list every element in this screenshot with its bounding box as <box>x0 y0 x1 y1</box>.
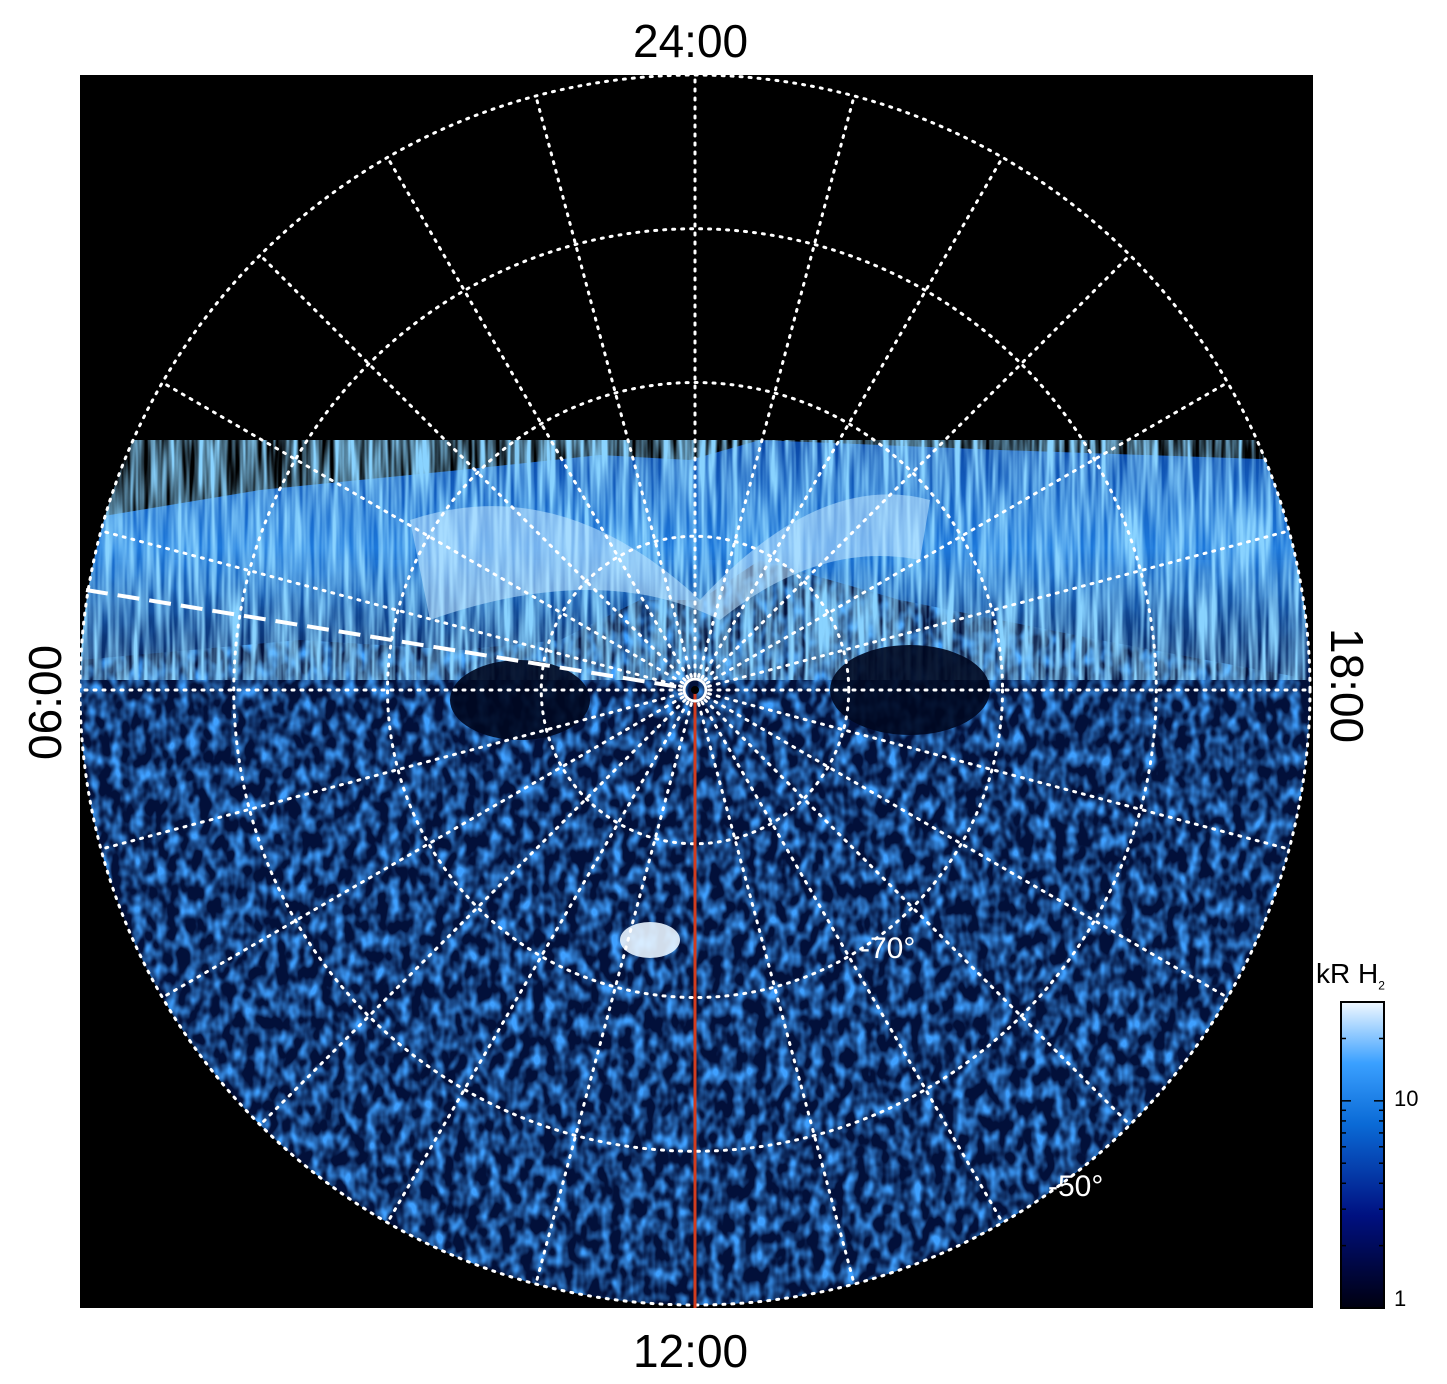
meridian-21 <box>258 253 687 682</box>
meridian-11 <box>697 702 856 1286</box>
latitude-label-70: -70° <box>860 932 915 965</box>
colorbar-ticks <box>1341 1001 1384 1309</box>
meridian-20 <box>160 381 685 685</box>
colorbar-title-text: kR H <box>1316 958 1379 989</box>
latitude-ring-2 <box>232 227 1158 1153</box>
latitude-ring-1 <box>386 381 1004 999</box>
meridian-1 <box>697 94 856 678</box>
pole-marker <box>682 677 708 703</box>
latitude-label-50: -50° <box>1048 1170 1103 1203</box>
meridian-10 <box>700 700 1004 1225</box>
polar-grid <box>80 75 1312 1307</box>
meridian-9 <box>703 698 1132 1127</box>
colorbar-tick-1: 1 <box>1394 1286 1407 1311</box>
latitude-ring-0 <box>539 534 851 846</box>
dashed-reference-line <box>85 588 686 690</box>
local-time-label-left-wrap: 06:00 <box>19 640 72 760</box>
meridian-23 <box>534 94 693 678</box>
local-time-label-top: 24:00 <box>633 15 749 67</box>
colorbar-tick-10: 10 <box>1394 1086 1419 1111</box>
colorbar-title-subscript: 2 <box>1378 978 1385 993</box>
meridian-19 <box>99 529 683 688</box>
local-time-label-left: 06:00 <box>19 644 71 760</box>
meridian-5 <box>707 529 1291 688</box>
meridian-16 <box>160 695 685 999</box>
meridian-13 <box>534 702 693 1286</box>
meridian-3 <box>703 253 1132 682</box>
meridian-14 <box>386 700 690 1225</box>
meridian-4 <box>705 381 1230 685</box>
colorbar <box>1340 1001 1385 1309</box>
meridian-2 <box>700 155 1004 680</box>
local-time-label-right-wrap: 18:00 <box>1320 628 1373 748</box>
meridian-17 <box>99 692 683 851</box>
local-time-label-bottom: 12:00 <box>633 1325 749 1377</box>
colorbar-title: kR H2 <box>1316 958 1385 993</box>
meridian-8 <box>705 695 1230 999</box>
local-time-label-right: 18:00 <box>1321 628 1373 744</box>
meridian-15 <box>258 698 687 1127</box>
meridian-22 <box>386 155 690 680</box>
meridian-7 <box>707 692 1291 851</box>
